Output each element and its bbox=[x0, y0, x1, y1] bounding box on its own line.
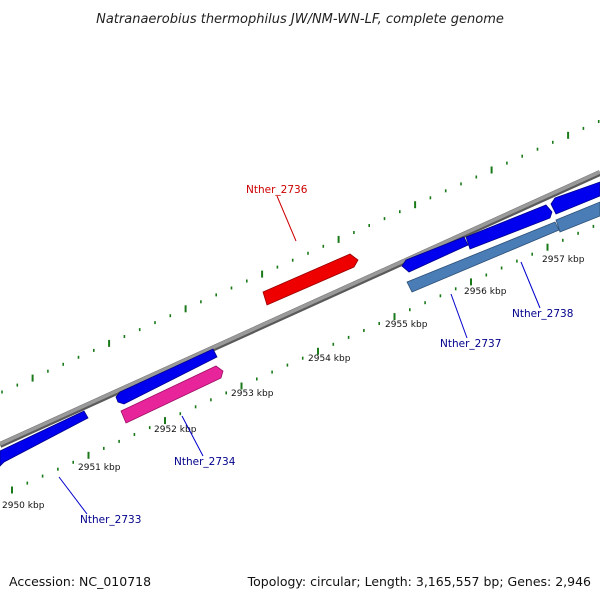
genome-backbone bbox=[0, 170, 600, 448]
leader-line-Nther_2737 bbox=[450, 293, 468, 339]
scale-label: 2954 kbp bbox=[308, 354, 351, 364]
gene-label[interactable]: Nther_2734 bbox=[174, 456, 236, 468]
scale-label: 2950 kbp bbox=[2, 501, 45, 511]
scale-label: 2957 kbp bbox=[542, 255, 585, 265]
gene-label[interactable]: Nther_2738 bbox=[512, 308, 573, 320]
gene-label[interactable]: Nther_2733 bbox=[80, 514, 141, 526]
scale-label: 2952 kbp bbox=[154, 425, 197, 435]
accession-label: Accession: NC_010718 bbox=[9, 574, 151, 589]
leader-line-Nther_2733 bbox=[58, 476, 88, 515]
leader-line-Nther_2736 bbox=[276, 195, 297, 242]
gene-label[interactable]: Nther_2736 bbox=[246, 184, 308, 196]
leader-line-Nther_2734 bbox=[181, 415, 204, 457]
gene-unlabeled-b[interactable] bbox=[401, 236, 469, 273]
genome-title: Natranaerobius thermophilus JW/NM-WN-LF,… bbox=[96, 12, 504, 27]
scale-label: 2956 kbp bbox=[464, 287, 507, 297]
inner-scale-ring bbox=[11, 224, 595, 494]
gene-unlabeled-c[interactable] bbox=[465, 204, 553, 250]
outer-scale-ring bbox=[1, 120, 600, 394]
gene-unlabeled-d[interactable] bbox=[550, 181, 600, 215]
leader-line-Nther_2738 bbox=[520, 261, 541, 309]
gene-Nther_2733[interactable] bbox=[0, 410, 89, 467]
gene-Nther_2738[interactable] bbox=[555, 201, 600, 233]
scale-label: 2955 kbp bbox=[385, 320, 428, 330]
genome-stats: Topology: circular; Length: 3,165,557 bp… bbox=[247, 574, 591, 589]
gene-unlabeled-a[interactable] bbox=[115, 348, 218, 405]
scale-label: 2951 kbp bbox=[78, 463, 121, 473]
gene-label[interactable]: Nther_2737 bbox=[440, 338, 501, 350]
gene-Nther_2734[interactable] bbox=[120, 365, 224, 424]
scale-label: 2953 kbp bbox=[231, 389, 274, 399]
gene-Nther_2736[interactable] bbox=[262, 253, 359, 306]
